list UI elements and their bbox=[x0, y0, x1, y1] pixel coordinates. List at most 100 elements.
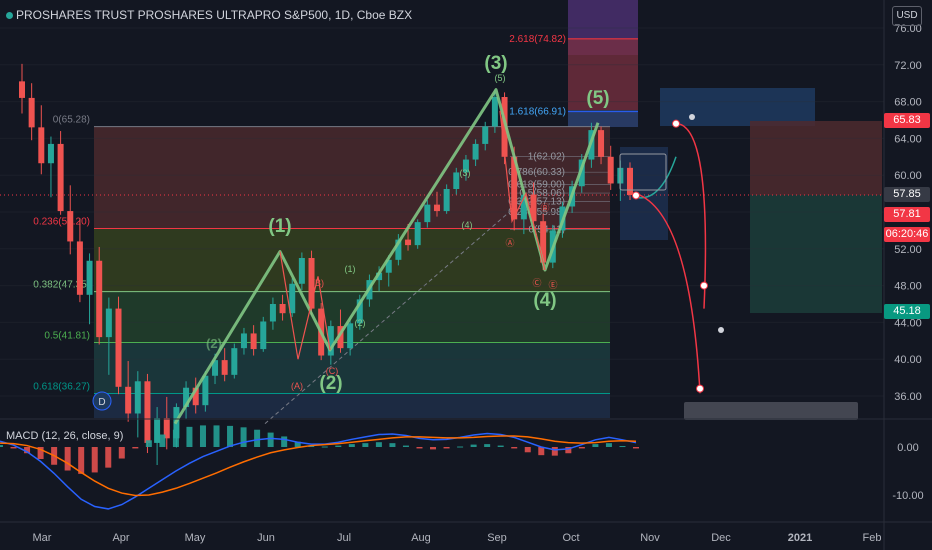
candle-body bbox=[453, 172, 460, 189]
projection-down-1 bbox=[675, 122, 707, 309]
price-tag: 45.18 bbox=[884, 304, 930, 319]
candle-body bbox=[530, 194, 537, 222]
candle-body bbox=[125, 386, 132, 414]
wave-label-major: (2) bbox=[206, 336, 222, 351]
candle-body bbox=[598, 130, 605, 157]
fib-small-label: 0.5(58.06) bbox=[519, 188, 565, 199]
macd-signal-line bbox=[0, 435, 637, 497]
candle-body bbox=[269, 304, 276, 322]
candle-body bbox=[38, 127, 45, 164]
candle-body bbox=[540, 221, 547, 263]
macd-histogram-bar bbox=[105, 447, 112, 468]
candle-body bbox=[67, 211, 74, 242]
candle-body bbox=[134, 381, 141, 414]
candle-body bbox=[578, 159, 585, 187]
candle-body bbox=[105, 308, 112, 338]
candle-body bbox=[231, 348, 238, 375]
wave-label-minor: (5) bbox=[495, 73, 506, 83]
candle-body bbox=[356, 299, 363, 324]
projection: D bbox=[92, 114, 724, 411]
candle-body bbox=[627, 167, 633, 195]
macd-histogram-bar bbox=[538, 447, 545, 456]
candle-body bbox=[28, 97, 35, 128]
macd-histogram-bar bbox=[159, 434, 166, 447]
macd-histogram-bar bbox=[37, 447, 44, 459]
macd-histogram-bar bbox=[199, 425, 206, 447]
time-tick-label: Sep bbox=[487, 532, 507, 544]
trend-line bbox=[264, 202, 521, 424]
fib-label: 0.382(47.35) bbox=[33, 280, 90, 291]
candle-body bbox=[298, 258, 305, 284]
macd-histogram-bar bbox=[551, 447, 558, 456]
fib-zone-below bbox=[94, 394, 610, 418]
info-box bbox=[660, 88, 815, 126]
candle-body bbox=[202, 375, 209, 406]
candle-body bbox=[472, 143, 479, 160]
candle-body bbox=[376, 272, 383, 281]
price-tick-label: 44.00 bbox=[894, 317, 922, 329]
macd-pane bbox=[0, 418, 932, 510]
candle-body bbox=[221, 360, 228, 375]
candle-body bbox=[308, 258, 315, 309]
candle-body bbox=[501, 97, 508, 157]
wave-label-minor: (A) bbox=[291, 381, 303, 391]
macd-histogram-bar bbox=[281, 436, 288, 447]
macd-histogram-bar bbox=[457, 446, 464, 448]
price-tick-label: 40.00 bbox=[894, 354, 922, 366]
fib-ext-label: 2.618(74.82) bbox=[509, 34, 566, 45]
macd-histogram-bar bbox=[186, 426, 193, 447]
candle-body bbox=[154, 418, 161, 443]
macd-histogram-bar bbox=[321, 446, 328, 448]
elliott-wave bbox=[173, 88, 600, 425]
price-tick-label: 48.00 bbox=[894, 281, 922, 293]
candle-body bbox=[424, 204, 431, 223]
macd-histogram-bar bbox=[267, 432, 274, 447]
time-tick-label: Mar bbox=[33, 532, 52, 544]
macd-histogram-bar bbox=[254, 429, 261, 447]
fib-zone-05-0618 bbox=[94, 343, 610, 394]
fib-small-label: 0.618(59.00) bbox=[508, 179, 565, 190]
candle-body bbox=[511, 156, 518, 220]
stop-zone bbox=[750, 121, 882, 195]
profit-zone bbox=[750, 195, 882, 313]
macd-histogram-bar bbox=[145, 440, 152, 447]
macd-histogram-bar bbox=[132, 447, 139, 449]
macd-histogram-bar bbox=[91, 447, 98, 473]
macd-histogram-bar bbox=[592, 444, 599, 447]
macd-histogram-bar bbox=[64, 447, 71, 471]
fib-small-label: 0(54.11) bbox=[528, 224, 565, 235]
currency-button[interactable]: USD bbox=[892, 6, 922, 26]
candle-body bbox=[414, 222, 421, 246]
macd-histogram-bar bbox=[118, 447, 125, 459]
candle-body bbox=[183, 387, 190, 408]
wave-labels: (1)(2)(3)(4)(5)(2)(5)(3)(4)(1)(2)(B)(A)(… bbox=[206, 53, 610, 394]
wave-path bbox=[173, 88, 600, 425]
candle-body bbox=[240, 333, 247, 349]
candle-body bbox=[385, 259, 392, 273]
fib-small-label: 0.236(55.98) bbox=[508, 207, 565, 218]
projection-point bbox=[700, 281, 708, 290]
candle-body bbox=[337, 326, 344, 349]
macd-histogram-bar bbox=[470, 444, 477, 447]
candle-body bbox=[395, 239, 402, 260]
chart-background-layer bbox=[94, 0, 882, 420]
macd-histogram-bar bbox=[294, 441, 301, 447]
candle-body bbox=[250, 333, 257, 350]
macd-histogram-bar bbox=[511, 447, 518, 449]
fib-small-label: 0.382(57.13) bbox=[508, 197, 565, 208]
candle-body bbox=[462, 159, 469, 173]
future-box bbox=[684, 402, 858, 420]
time-tick-label: Dec bbox=[711, 532, 731, 544]
candle-body bbox=[96, 260, 103, 338]
macd-histogram-bar bbox=[402, 445, 409, 447]
chart-title: PROSHARES TRUST PROSHARES ULTRAPRO S&P50… bbox=[6, 8, 412, 22]
price-tag: 57.85 bbox=[884, 187, 930, 202]
time-tick-label: Jul bbox=[337, 532, 351, 544]
candle-body bbox=[520, 194, 527, 220]
macd-histogram-bar bbox=[605, 443, 612, 447]
candle-body bbox=[607, 156, 614, 184]
macd-histogram-bar bbox=[497, 445, 504, 447]
macd-histogram-bar bbox=[524, 447, 531, 453]
macd-tick-label: -10.00 bbox=[892, 490, 923, 502]
wave-label-major: (1) bbox=[268, 216, 291, 237]
